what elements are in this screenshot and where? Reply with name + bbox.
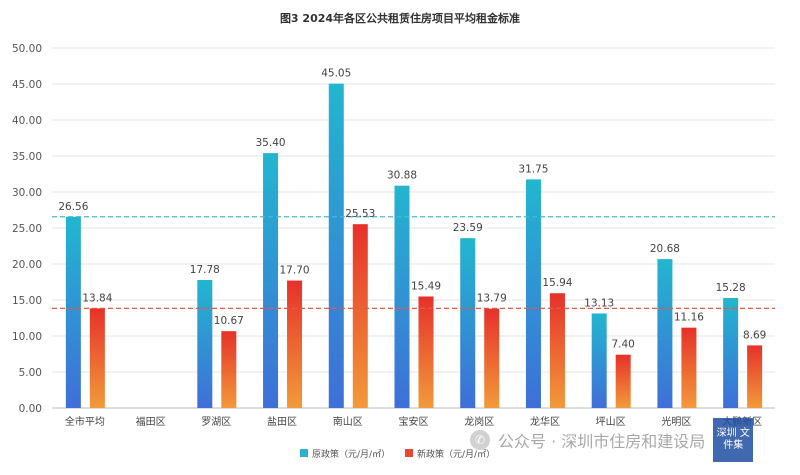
bar: [723, 297, 739, 408]
data-label: 17.70: [280, 265, 310, 277]
x-tick-label: 宝安区: [399, 415, 429, 428]
bar: [484, 308, 500, 408]
data-label: 13.84: [82, 292, 112, 304]
bar: [394, 185, 410, 408]
y-axis: 0.00 5.00 10.00 15.00 20.00 25.00 30.00 35.00 40…: [12, 43, 42, 415]
y-tick-label: 40.00: [12, 115, 42, 127]
watermark-text: 公众号 · 深圳市住房和建设局: [498, 432, 706, 451]
data-label: 10.67: [214, 315, 244, 327]
bar: [65, 216, 81, 408]
x-tick-label: 光明区: [661, 415, 691, 428]
y-tick-label: 25.00: [12, 223, 42, 235]
y-tick-label: 20.00: [12, 259, 42, 271]
data-label: 45.05: [321, 68, 351, 80]
data-labels: 26.56 13.84 17.78 10.67 35.40 17.70 45.05 25.53…: [58, 68, 766, 351]
y-tick-label: 35.00: [12, 151, 42, 163]
watermark-badge: 深圳 文件集: [713, 418, 754, 462]
x-tick-label: 盐田区: [267, 415, 297, 428]
bar: [287, 280, 303, 408]
y-tick-label: 30.00: [12, 187, 42, 199]
data-label: 35.40: [256, 137, 286, 149]
legend-label: 原政策（元/月/㎡）: [312, 448, 390, 460]
bar: [197, 279, 213, 408]
bar: [549, 293, 565, 408]
data-label: 25.53: [345, 208, 375, 220]
bar: [460, 238, 476, 408]
data-label: 15.49: [411, 280, 441, 292]
bar: [615, 354, 631, 408]
bar: [328, 83, 344, 408]
data-label: 7.40: [611, 339, 634, 351]
bar: [221, 331, 237, 408]
legend-label: 新政策（元/月/㎡）: [417, 448, 495, 460]
bar: [657, 259, 673, 408]
reference-lines: [52, 216, 775, 310]
bar: [89, 308, 105, 408]
y-tick-label: 0.00: [19, 403, 42, 415]
y-tick-label: 50.00: [12, 43, 42, 55]
data-label: 15.28: [716, 282, 746, 294]
y-tick-label: 45.00: [12, 79, 42, 91]
watermark: ✆ 公众号 · 深圳市住房和建设局 深圳 文件集: [470, 418, 754, 462]
x-tick-label: 福田区: [136, 415, 166, 428]
data-label: 20.68: [650, 243, 680, 255]
data-label: 30.88: [387, 170, 417, 182]
bar: [681, 327, 697, 408]
bar: [352, 224, 368, 408]
data-label: 23.59: [453, 222, 483, 234]
bar: [591, 313, 607, 408]
data-label: 8.69: [743, 329, 766, 341]
chart-title: 图3 2024年各区公共租赁住房项目平均租金标准: [280, 11, 520, 25]
wechat-icon: ✆: [470, 430, 490, 450]
data-label: 13.13: [584, 297, 614, 309]
x-tick-label: 龙华区: [530, 415, 560, 428]
bar: [418, 296, 434, 408]
data-label: 15.94: [542, 277, 572, 289]
data-label: 17.78: [190, 264, 220, 276]
legend-swatch: [300, 449, 308, 457]
y-tick-label: 5.00: [19, 367, 42, 379]
data-label: 26.56: [58, 201, 88, 213]
bar: [263, 153, 279, 408]
x-tick-label: 罗湖区: [201, 416, 231, 428]
bars: [65, 83, 763, 408]
data-label: 13.79: [477, 293, 507, 305]
legend: 原政策（元/月/㎡） 新政策（元/月/㎡）: [300, 448, 495, 460]
x-tick-label: 全市平均: [65, 415, 105, 428]
legend-swatch: [405, 449, 413, 457]
data-label: 11.16: [674, 312, 704, 324]
bar: [747, 345, 763, 408]
gridlines: [52, 47, 775, 409]
data-label: 31.75: [518, 163, 548, 175]
x-tick-label: 坪山区: [596, 415, 626, 428]
x-tick-label: 龙岗区: [464, 415, 494, 428]
bar: [525, 179, 541, 408]
y-tick-label: 15.00: [12, 295, 42, 307]
x-tick-label: 南山区: [333, 415, 363, 428]
y-tick-label: 10.00: [12, 331, 42, 343]
